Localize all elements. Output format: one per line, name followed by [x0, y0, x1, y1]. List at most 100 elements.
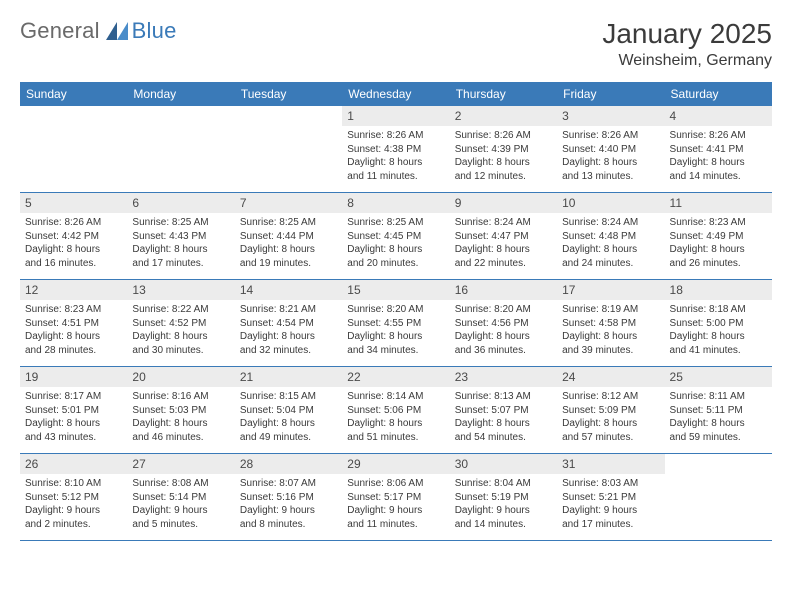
day-body: Sunrise: 8:26 AMSunset: 4:38 PMDaylight:…	[342, 126, 449, 187]
day-number: 13	[127, 280, 234, 300]
daylight2-text: and 34 minutes.	[347, 344, 444, 358]
daylight1-text: Daylight: 8 hours	[25, 330, 122, 344]
day-number: 3	[557, 106, 664, 126]
empty-cell	[665, 454, 772, 540]
triangle-icon	[106, 22, 128, 40]
day-cell: 11Sunrise: 8:23 AMSunset: 4:49 PMDayligh…	[665, 193, 772, 279]
day-number: 31	[557, 454, 664, 474]
daylight2-text: and 5 minutes.	[132, 518, 229, 532]
daylight1-text: Daylight: 8 hours	[670, 243, 767, 257]
daylight2-text: and 26 minutes.	[670, 257, 767, 271]
day-cell: 6Sunrise: 8:25 AMSunset: 4:43 PMDaylight…	[127, 193, 234, 279]
sunset-text: Sunset: 4:48 PM	[562, 230, 659, 244]
day-cell: 28Sunrise: 8:07 AMSunset: 5:16 PMDayligh…	[235, 454, 342, 540]
logo-text-general: General	[20, 18, 100, 44]
header: General Blue January 2025 Weinsheim, Ger…	[20, 18, 772, 70]
day-cell: 22Sunrise: 8:14 AMSunset: 5:06 PMDayligh…	[342, 367, 449, 453]
sunset-text: Sunset: 4:55 PM	[347, 317, 444, 331]
sunrise-text: Sunrise: 8:26 AM	[670, 129, 767, 143]
daylight2-text: and 57 minutes.	[562, 431, 659, 445]
daylight1-text: Daylight: 9 hours	[347, 504, 444, 518]
daylight2-text: and 59 minutes.	[670, 431, 767, 445]
daylight1-text: Daylight: 8 hours	[562, 330, 659, 344]
month-title: January 2025	[602, 18, 772, 50]
day-number: 27	[127, 454, 234, 474]
weekday-header: Wednesday	[342, 82, 449, 106]
day-number: 18	[665, 280, 772, 300]
empty-cell	[235, 106, 342, 192]
day-cell: 16Sunrise: 8:20 AMSunset: 4:56 PMDayligh…	[450, 280, 557, 366]
day-cell: 17Sunrise: 8:19 AMSunset: 4:58 PMDayligh…	[557, 280, 664, 366]
sunrise-text: Sunrise: 8:12 AM	[562, 390, 659, 404]
day-body: Sunrise: 8:19 AMSunset: 4:58 PMDaylight:…	[557, 300, 664, 361]
sunset-text: Sunset: 4:52 PM	[132, 317, 229, 331]
day-number: 16	[450, 280, 557, 300]
day-cell: 25Sunrise: 8:11 AMSunset: 5:11 PMDayligh…	[665, 367, 772, 453]
weekday-header: Sunday	[20, 82, 127, 106]
daylight1-text: Daylight: 8 hours	[347, 330, 444, 344]
week-row: 12Sunrise: 8:23 AMSunset: 4:51 PMDayligh…	[20, 280, 772, 367]
daylight2-text: and 14 minutes.	[670, 170, 767, 184]
week-row: 26Sunrise: 8:10 AMSunset: 5:12 PMDayligh…	[20, 454, 772, 541]
weekday-header: Saturday	[665, 82, 772, 106]
sunrise-text: Sunrise: 8:24 AM	[455, 216, 552, 230]
day-cell: 27Sunrise: 8:08 AMSunset: 5:14 PMDayligh…	[127, 454, 234, 540]
daylight2-text: and 22 minutes.	[455, 257, 552, 271]
daylight1-text: Daylight: 8 hours	[455, 243, 552, 257]
day-number: 24	[557, 367, 664, 387]
sunrise-text: Sunrise: 8:26 AM	[25, 216, 122, 230]
day-cell: 13Sunrise: 8:22 AMSunset: 4:52 PMDayligh…	[127, 280, 234, 366]
sunrise-text: Sunrise: 8:26 AM	[562, 129, 659, 143]
day-cell: 23Sunrise: 8:13 AMSunset: 5:07 PMDayligh…	[450, 367, 557, 453]
day-cell: 29Sunrise: 8:06 AMSunset: 5:17 PMDayligh…	[342, 454, 449, 540]
daylight2-text: and 13 minutes.	[562, 170, 659, 184]
logo: General Blue	[20, 18, 177, 44]
sunset-text: Sunset: 5:01 PM	[25, 404, 122, 418]
day-number: 10	[557, 193, 664, 213]
daylight2-text: and 2 minutes.	[25, 518, 122, 532]
day-number: 26	[20, 454, 127, 474]
daylight2-text: and 20 minutes.	[347, 257, 444, 271]
daylight2-text: and 43 minutes.	[25, 431, 122, 445]
sunset-text: Sunset: 5:06 PM	[347, 404, 444, 418]
sunrise-text: Sunrise: 8:23 AM	[25, 303, 122, 317]
daylight1-text: Daylight: 8 hours	[132, 330, 229, 344]
day-cell: 21Sunrise: 8:15 AMSunset: 5:04 PMDayligh…	[235, 367, 342, 453]
sunset-text: Sunset: 5:12 PM	[25, 491, 122, 505]
daylight2-text: and 16 minutes.	[25, 257, 122, 271]
day-body: Sunrise: 8:20 AMSunset: 4:56 PMDaylight:…	[450, 300, 557, 361]
sunrise-text: Sunrise: 8:07 AM	[240, 477, 337, 491]
daylight2-text: and 14 minutes.	[455, 518, 552, 532]
sunrise-text: Sunrise: 8:15 AM	[240, 390, 337, 404]
day-cell: 18Sunrise: 8:18 AMSunset: 5:00 PMDayligh…	[665, 280, 772, 366]
daylight2-text: and 36 minutes.	[455, 344, 552, 358]
day-body: Sunrise: 8:22 AMSunset: 4:52 PMDaylight:…	[127, 300, 234, 361]
day-cell: 4Sunrise: 8:26 AMSunset: 4:41 PMDaylight…	[665, 106, 772, 192]
sunset-text: Sunset: 4:51 PM	[25, 317, 122, 331]
day-body: Sunrise: 8:24 AMSunset: 4:47 PMDaylight:…	[450, 213, 557, 274]
daylight2-text: and 51 minutes.	[347, 431, 444, 445]
daylight2-text: and 11 minutes.	[347, 170, 444, 184]
day-cell: 5Sunrise: 8:26 AMSunset: 4:42 PMDaylight…	[20, 193, 127, 279]
sunrise-text: Sunrise: 8:16 AM	[132, 390, 229, 404]
sunset-text: Sunset: 5:03 PM	[132, 404, 229, 418]
day-body: Sunrise: 8:25 AMSunset: 4:43 PMDaylight:…	[127, 213, 234, 274]
day-number: 11	[665, 193, 772, 213]
sunset-text: Sunset: 5:16 PM	[240, 491, 337, 505]
day-cell: 15Sunrise: 8:20 AMSunset: 4:55 PMDayligh…	[342, 280, 449, 366]
day-body: Sunrise: 8:26 AMSunset: 4:40 PMDaylight:…	[557, 126, 664, 187]
day-number: 14	[235, 280, 342, 300]
day-cell: 3Sunrise: 8:26 AMSunset: 4:40 PMDaylight…	[557, 106, 664, 192]
weekday-header: Friday	[557, 82, 664, 106]
day-body: Sunrise: 8:25 AMSunset: 4:44 PMDaylight:…	[235, 213, 342, 274]
daylight1-text: Daylight: 8 hours	[562, 243, 659, 257]
sunset-text: Sunset: 4:43 PM	[132, 230, 229, 244]
daylight1-text: Daylight: 9 hours	[132, 504, 229, 518]
day-cell: 1Sunrise: 8:26 AMSunset: 4:38 PMDaylight…	[342, 106, 449, 192]
sunset-text: Sunset: 4:54 PM	[240, 317, 337, 331]
sunset-text: Sunset: 4:56 PM	[455, 317, 552, 331]
daylight2-text: and 41 minutes.	[670, 344, 767, 358]
daylight2-text: and 19 minutes.	[240, 257, 337, 271]
sunrise-text: Sunrise: 8:06 AM	[347, 477, 444, 491]
sunset-text: Sunset: 5:17 PM	[347, 491, 444, 505]
